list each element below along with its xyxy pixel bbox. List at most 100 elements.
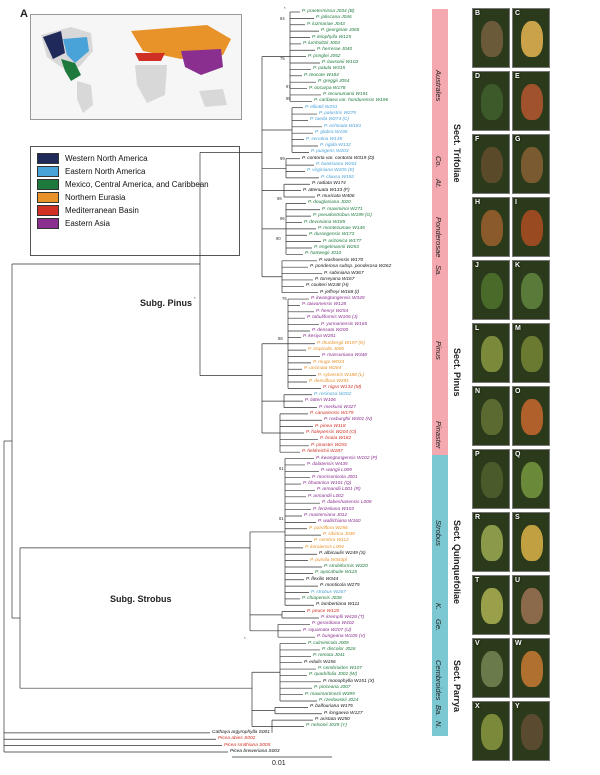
- tip-label: P. leiophylla W125: [312, 34, 352, 40]
- legend-item: Eastern North America: [37, 166, 233, 177]
- photo-letter: B: [475, 10, 481, 17]
- cone-shape: [521, 462, 543, 498]
- tip-label: P. kwangtungensis W349: [311, 296, 365, 302]
- tip-label: P. torreyana W167: [315, 276, 355, 282]
- photo-letter: O: [515, 388, 521, 395]
- cone-shape: [521, 336, 543, 372]
- tip-label: P. hartwegii J010: [305, 251, 342, 257]
- cone-photo: J: [472, 260, 510, 320]
- tip-label: P. tecunumanii W191: [323, 91, 368, 97]
- subsection-band: [432, 155, 448, 182]
- tip-label: P. engelmannii W253: [314, 245, 359, 251]
- tip-label: Picea smithiana S005: [224, 742, 271, 748]
- legend-swatch: [37, 205, 59, 216]
- tip-label: P. clausa W192: [321, 174, 354, 180]
- subsection-label: Australes: [434, 70, 443, 102]
- subsection-label: At.: [434, 178, 443, 188]
- cone-shape: [521, 651, 543, 687]
- tip-label: P. bhutanica W101 (Q): [303, 481, 352, 487]
- tip-label: P. lambertiana W111: [316, 602, 360, 608]
- photo-letter: H: [475, 199, 481, 206]
- tip-label: P. mastersiana J012: [304, 512, 348, 518]
- cone-shape: [481, 210, 503, 246]
- support-label: *: [194, 296, 196, 301]
- cone-shape: [521, 588, 543, 624]
- tip-label: P. lumholtzii J004: [303, 40, 340, 46]
- cone-photo: Q: [512, 449, 550, 509]
- cone-photo: Y: [512, 701, 550, 761]
- tip-label: P. arizonica W177: [323, 238, 362, 244]
- photo-letter: M: [515, 325, 521, 332]
- tip-label: P. discolor J026: [322, 646, 356, 652]
- tip-label: P. monophylla W151 (X): [323, 678, 375, 684]
- tip-label: P. remota J041: [313, 653, 345, 659]
- tip-label: P. taeda W274 (C): [310, 117, 350, 123]
- cone-shape: [481, 462, 503, 498]
- photo-letter: X: [475, 703, 480, 710]
- cone-shape: [481, 651, 503, 687]
- subsection-band: [432, 608, 448, 622]
- photo-letter: L: [475, 325, 480, 332]
- cone-photo: D: [472, 71, 510, 131]
- tip-label: P. devoniana W185: [304, 219, 346, 225]
- cone-photo: R: [472, 512, 510, 572]
- tip-label: P. praetermissa J034 (B): [302, 9, 355, 14]
- distribution-map: [30, 14, 242, 120]
- support-label: 98: [277, 196, 282, 201]
- subsection-label: Cembroides: [434, 660, 443, 701]
- cone-shape: [521, 399, 543, 435]
- support-label: *: [244, 636, 246, 641]
- photo-letter: I: [515, 199, 517, 206]
- tip-label: P. pinceana J007: [314, 685, 351, 691]
- cone-shape: [521, 273, 543, 309]
- tip-label: P. tabuliformis W106 (J): [307, 315, 358, 321]
- cone-shape: [481, 84, 503, 120]
- tip-label: P. thunbergii W197 (K): [317, 340, 365, 346]
- tip-label: P. luzmariae J043: [307, 21, 345, 27]
- scale-bar-label: 0.01: [272, 760, 286, 767]
- legend-swatch: [37, 179, 59, 190]
- photo-letter: Y: [515, 703, 520, 710]
- cone-shape: [481, 399, 503, 435]
- world-map-graphic: [31, 15, 241, 119]
- photo-letter: U: [515, 577, 521, 584]
- cone-photo: I: [512, 197, 550, 257]
- photo-letter: T: [475, 577, 480, 584]
- support-label: 76: [282, 296, 287, 301]
- subsection-label: Co.: [434, 156, 443, 168]
- tip-label: P. oocarpa W178: [309, 85, 346, 91]
- subsection-label: Pinus: [434, 341, 443, 361]
- legend-swatch: [37, 218, 59, 229]
- tip-label: Picea abies S002: [218, 736, 256, 742]
- subsection-band: [432, 621, 448, 641]
- tip-label: P. squamata W207 (U): [303, 627, 352, 633]
- tip-label: P. chiapensis J038: [302, 595, 342, 601]
- photo-letter: E: [515, 73, 520, 80]
- tip-label: P. bungeana W105 (V): [317, 634, 366, 640]
- tip-label: P. mugo W033: [313, 359, 345, 365]
- legend-swatch: [37, 153, 59, 164]
- photo-letter: D: [475, 73, 481, 80]
- support-label: *: [284, 6, 286, 11]
- tip-label: P. maximinoi W271: [322, 206, 363, 212]
- tip-label: P. flexilis W344: [306, 576, 339, 582]
- legend-label: Mexico, Central America, and Caribbean: [65, 180, 209, 189]
- subsection-band: [432, 410, 448, 456]
- tip-label: P. lawsonii W103: [322, 60, 359, 66]
- cone-photo: W: [512, 638, 550, 698]
- tip-label: P. pseudostrobus W199 (G): [313, 213, 372, 219]
- tip-label: P. rigida W132: [320, 142, 351, 148]
- tip-label: P. muricata W406: [317, 194, 355, 199]
- support-label: 90: [276, 236, 281, 241]
- tip-label: P. densata W200: [312, 327, 349, 333]
- cone-photo: U: [512, 575, 550, 635]
- photo-letter: C: [515, 10, 521, 17]
- tip-label: P. quadrifolia J002 (W): [309, 672, 358, 678]
- tip-label: P. tropicalis J005: [308, 347, 344, 353]
- cone-photo: V: [472, 638, 510, 698]
- legend-item: Western North America: [37, 153, 233, 164]
- tip-label: Picea breweriana S003: [230, 749, 280, 754]
- tip-label: P. pungens W203: [311, 149, 349, 155]
- cone-shape: [481, 273, 503, 309]
- photo-letter: S: [515, 514, 520, 521]
